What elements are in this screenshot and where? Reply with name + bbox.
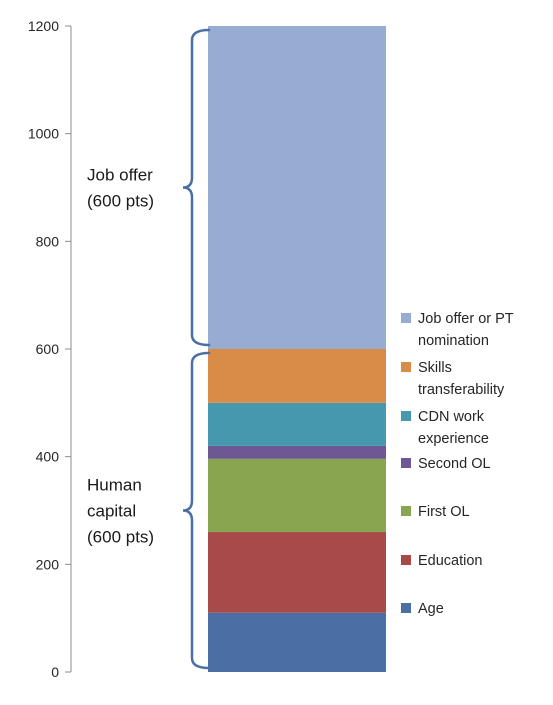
annotation-label: capital [87, 502, 136, 521]
legend: Job offer or PT nomination Skills transfera… [401, 311, 514, 617]
legend-swatch [401, 411, 411, 421]
y-tick-label: 800 [36, 233, 60, 249]
y-tick-label: 1200 [28, 18, 59, 34]
legend-swatch [401, 555, 411, 565]
legend-swatch [401, 362, 411, 372]
legend-label: experience [418, 431, 489, 447]
annotation-label: Job offer [87, 166, 153, 185]
legend-label: Skills [418, 360, 452, 376]
legend-label: transferability [418, 382, 505, 398]
annotation-label: (600 pts) [87, 528, 154, 547]
curly-brace [182, 351, 211, 670]
bar-segment-age [208, 612, 386, 672]
y-tick-label: 1000 [28, 126, 59, 142]
bar-segment-first-ol [208, 458, 386, 533]
legend-label: CDN work [418, 409, 485, 425]
legend-label: Education [418, 553, 483, 569]
legend-swatch [401, 313, 411, 323]
legend-label: nomination [418, 333, 489, 349]
legend-swatch [401, 458, 411, 468]
bar-segments [208, 26, 386, 672]
legend-swatch [401, 506, 411, 516]
legend-swatch [401, 603, 411, 613]
legend-label: First OL [418, 504, 470, 520]
bar-segment-skills-transferability [208, 349, 386, 403]
y-axis-ticks: 0 200 400 600 800 1000 1200 [28, 18, 71, 680]
legend-label: Second OL [418, 456, 491, 472]
y-tick-label: 400 [36, 449, 60, 465]
y-tick-label: 600 [36, 341, 60, 357]
bar-segment-cdn-work-experience [208, 402, 386, 446]
curly-brace [182, 28, 211, 347]
annotation-label: (600 pts) [87, 192, 154, 211]
bar-segment-education [208, 532, 386, 613]
brace-annotations: Job offer (600 pts) Human capital (600 pts) [87, 28, 211, 670]
bar-segment-job-offer-or-pt-nomination [208, 26, 386, 349]
y-tick-label: 200 [36, 556, 60, 572]
legend-label: Job offer or PT [418, 311, 514, 327]
legend-label: Age [418, 601, 444, 617]
annotation-label: Human [87, 476, 142, 495]
bar-segment-second-ol [208, 445, 386, 459]
y-tick-label: 0 [51, 664, 59, 680]
